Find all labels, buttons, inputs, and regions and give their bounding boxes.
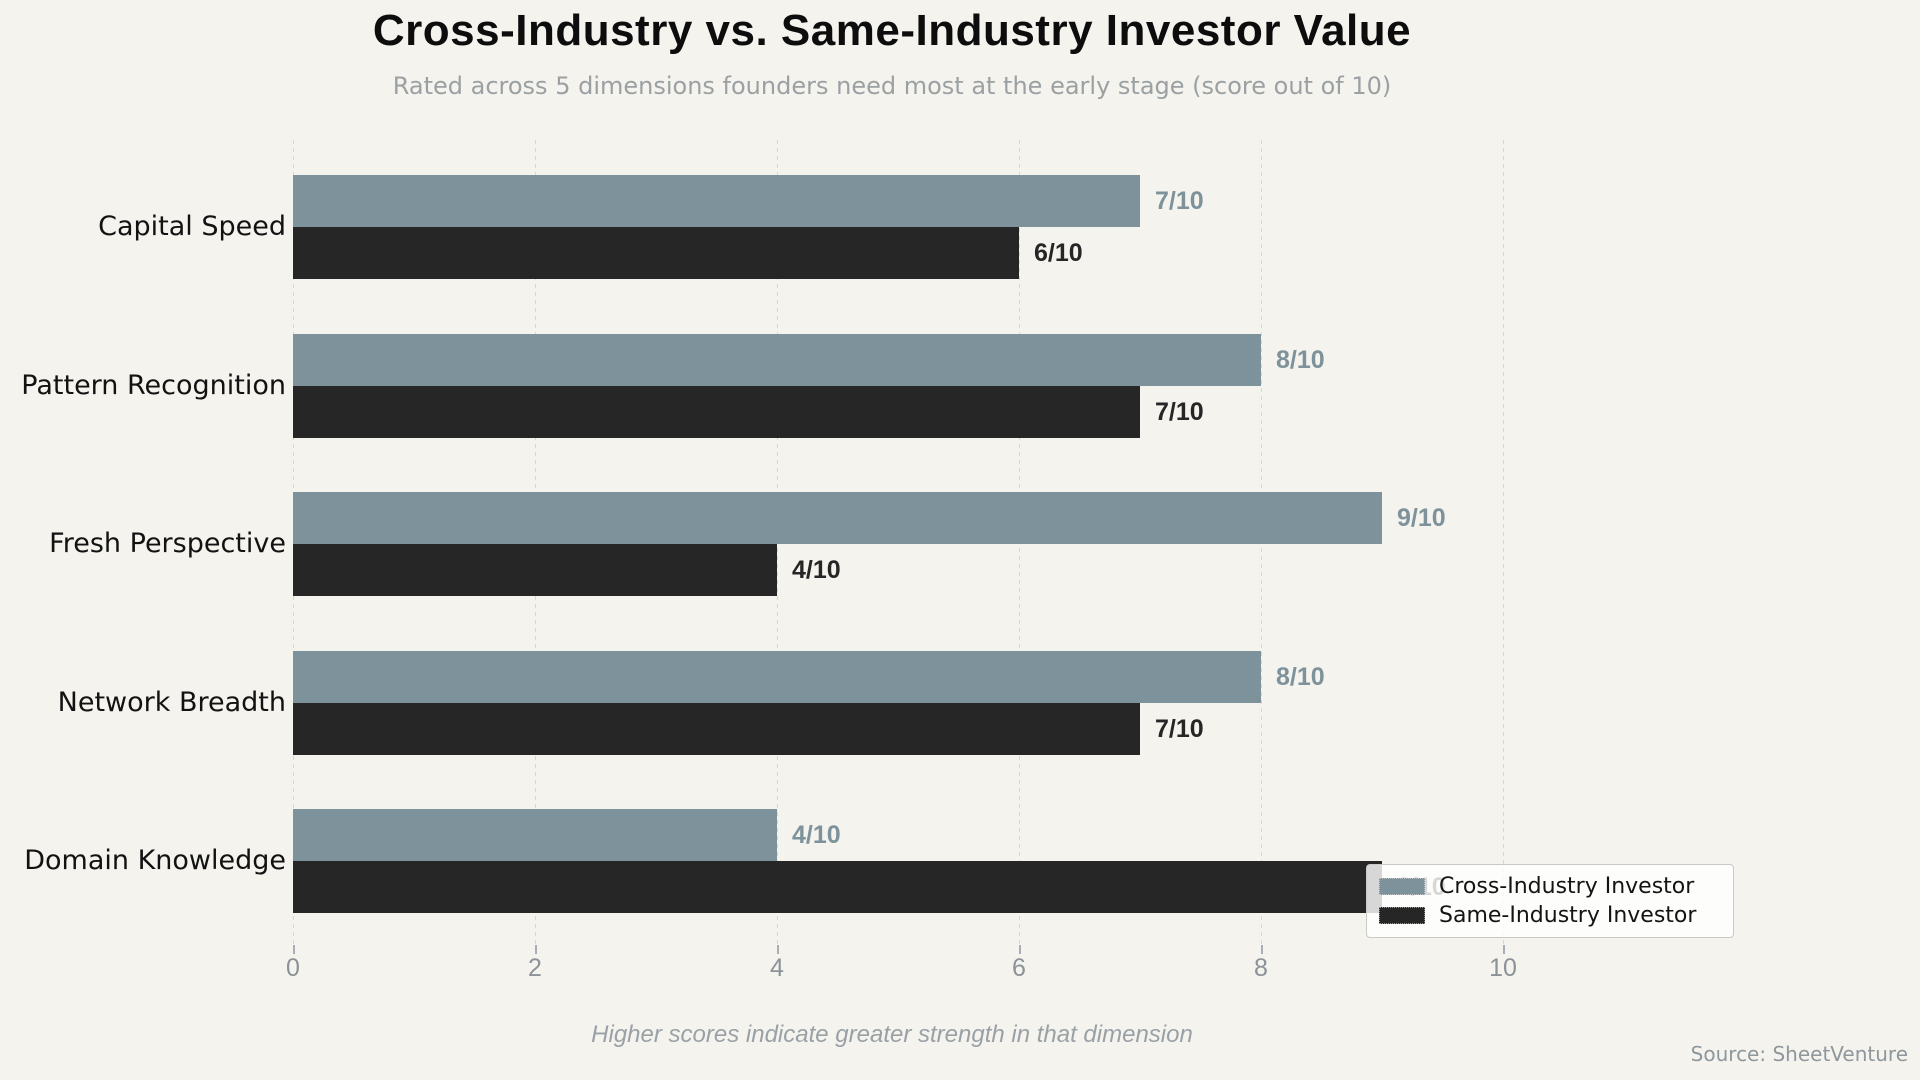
gridline-x-10 [1503,140,1504,945]
legend-item-cross-industry: Cross-Industry Investor [1379,874,1721,899]
legend-swatch-cross-industry-icon [1379,878,1425,895]
tick-label-x-8: 8 [1254,954,1268,982]
bar-value-label: 8/10 [1276,345,1325,374]
bar-value-label: 4/10 [792,821,841,849]
chart-subtitle: Rated across 5 dimensions founders need … [392,72,1392,100]
tick-label-x-10: 10 [1489,954,1517,982]
category-label: Pattern Recognition [21,369,286,401]
footer-note: Higher scores indicate greater strength … [591,1021,1193,1048]
bar-value-label: 7/10 [1155,714,1204,743]
tickmark-x-0 [293,945,295,954]
bar-same-industry [293,385,1140,438]
tick-label-x-0: 0 [286,954,300,982]
tick-label-x-4: 4 [770,954,784,982]
bar-value-label: 4/10 [792,556,841,584]
tickmark-x-8 [1261,945,1263,954]
category-label: Network Breadth [57,686,286,718]
bar-cross-industry [293,492,1382,544]
bar-value-label: 7/10 [1155,397,1204,426]
category-label: Domain Knowledge [24,845,286,876]
tickmark-x-2 [535,945,537,954]
bar-value-label: 9/10 [1397,504,1446,532]
tick-label-x-2: 2 [528,954,542,982]
bar-cross-industry [293,175,1140,227]
legend-swatch-same-industry-icon [1379,907,1425,924]
bar-value-label: 8/10 [1276,662,1325,691]
bar-same-industry [293,227,1019,279]
legend-label-same-industry: Same-Industry Investor [1439,903,1697,928]
bar-same-industry [293,861,1382,913]
category-label: Fresh Perspective [49,528,286,559]
bar-same-industry [293,702,1140,755]
tickmark-x-6 [1019,945,1021,954]
tick-label-x-6: 6 [1012,954,1026,982]
tickmark-x-4 [777,945,779,954]
legend-item-same-industry: Same-Industry Investor [1379,903,1721,928]
bar-value-label: 7/10 [1155,187,1204,215]
source-attribution: Source: SheetVenture [1690,1042,1908,1066]
bar-same-industry [293,544,777,596]
category-label: Capital Speed [98,211,286,242]
chart-title: Cross-Industry vs. Same-Industry Investo… [372,6,1412,55]
bar-cross-industry [293,809,777,861]
tickmark-x-10 [1503,945,1505,954]
legend: Cross-Industry Investor Same-Industry In… [1366,864,1734,938]
legend-label-cross-industry: Cross-Industry Investor [1439,874,1695,899]
bar-cross-industry [293,650,1261,703]
bar-cross-industry [293,333,1261,386]
bar-value-label: 6/10 [1034,239,1083,267]
